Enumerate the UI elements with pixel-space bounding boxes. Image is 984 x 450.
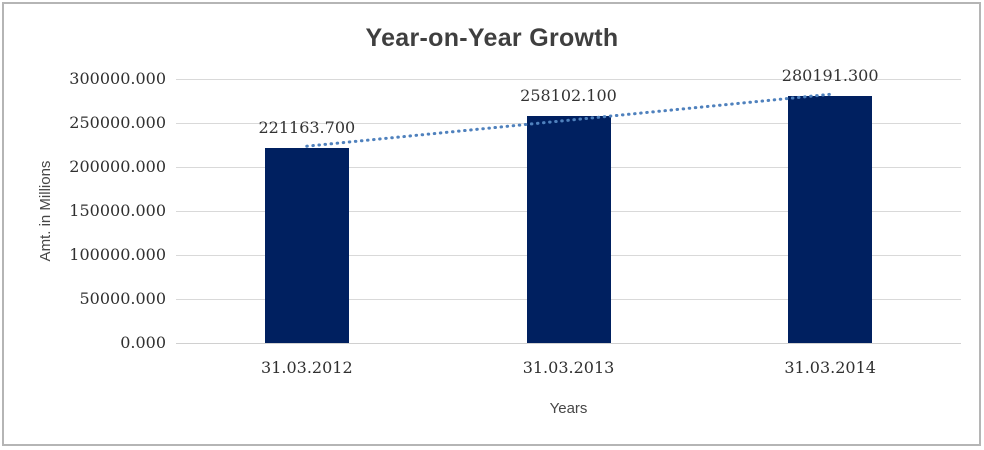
x-tick-label: 31.03.2013 [522, 358, 615, 377]
y-tick-label: 100000.000 [69, 245, 166, 264]
y-tick-label: 200000.000 [69, 157, 166, 176]
gridline [176, 79, 961, 80]
bar-value-label: 258102.100 [520, 85, 617, 105]
y-tick-label: 150000.000 [69, 201, 166, 220]
y-tick-label: 250000.000 [69, 113, 166, 132]
x-tick-label: 31.03.2014 [784, 358, 876, 377]
x-axis-line [176, 343, 961, 344]
bar [526, 115, 611, 343]
bar-value-label: 221163.700 [258, 118, 356, 138]
chart-title: Year-on-Year Growth [365, 24, 619, 52]
y-tick-label: 300000.000 [69, 69, 166, 88]
y-tick-label: 0.000 [120, 333, 166, 352]
bar [788, 96, 873, 343]
x-axis-title: Years [549, 400, 588, 417]
x-tick-label: 31.03.2012 [261, 358, 353, 377]
bar-value-label: 280191.300 [781, 66, 879, 86]
y-tick-label: 50000.000 [79, 289, 166, 308]
bar [264, 148, 349, 343]
